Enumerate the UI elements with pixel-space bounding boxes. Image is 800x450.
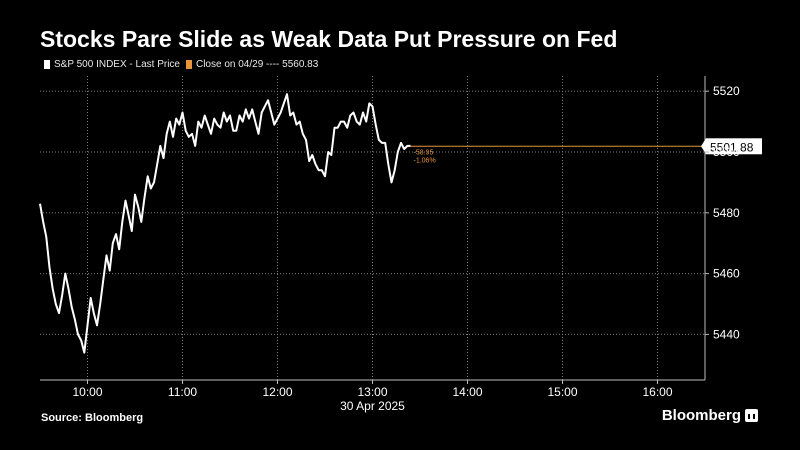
- x-tick-label: 13:00: [357, 385, 387, 399]
- x-tick-label: 16:00: [642, 385, 672, 399]
- series-layer: [39, 93, 411, 354]
- legend-item-close: Close on 04/29 ---- 5560.83: [185, 59, 319, 70]
- y-tick-label: 5440: [713, 327, 740, 341]
- y-axis: 5440 5460 5480 5500 5520: [705, 84, 740, 341]
- y-tick-label: 5480: [713, 206, 740, 220]
- y-tick-label: 5460: [713, 267, 740, 281]
- grid-lines: [40, 76, 705, 380]
- brand-name: Bloomberg: [661, 407, 741, 424]
- brand-logo: Bloomberg: [662, 407, 758, 424]
- legend-label-price: S&P 500 INDEX - Last Price: [54, 59, 180, 70]
- x-tick-label: 14:00: [452, 385, 482, 399]
- last-value-label: 5501.88: [710, 140, 754, 154]
- change-pct-label: -1.06%: [414, 157, 436, 164]
- x-axis-date-label: 30 Apr 2025: [340, 399, 405, 413]
- y-tick-label: 5520: [713, 84, 740, 98]
- last-value-badge-bg: [706, 138, 762, 155]
- x-tick-label: 12:00: [262, 385, 292, 399]
- legend-label-close: Close on 04/29 ---- 5560.83: [195, 59, 319, 70]
- x-axis: 10:00 11:00 12:00 13:00 14:00 15:00 16:00 30 Ap…: [72, 380, 673, 413]
- bloomberg-icon: [745, 409, 758, 422]
- legend-item-price: S&P 500 INDEX - Last Price: [44, 59, 180, 70]
- last-value-badge: 5501.88: [701, 138, 762, 155]
- last-value-badge-pointer: [701, 138, 706, 155]
- legend-swatch-price: [44, 60, 50, 69]
- overlay-layer: -58.95-1.06% 5501.88: [410, 138, 762, 164]
- legend: S&P 500 INDEX - Last Price Close on 04/2…: [44, 59, 318, 70]
- source-note: Source: Bloomberg: [41, 412, 144, 424]
- legend-swatch-close: [185, 60, 192, 69]
- x-tick-label: 15:00: [547, 385, 577, 399]
- y-tick-label: 5500: [713, 145, 740, 159]
- chart-title: Stocks Pare Slide as Weak Data Put Press…: [40, 26, 618, 52]
- price-line: [39, 93, 411, 354]
- x-tick-label: 10:00: [72, 385, 102, 399]
- x-tick-label: 11:00: [168, 385, 197, 399]
- change-label: -58.95: [414, 149, 434, 156]
